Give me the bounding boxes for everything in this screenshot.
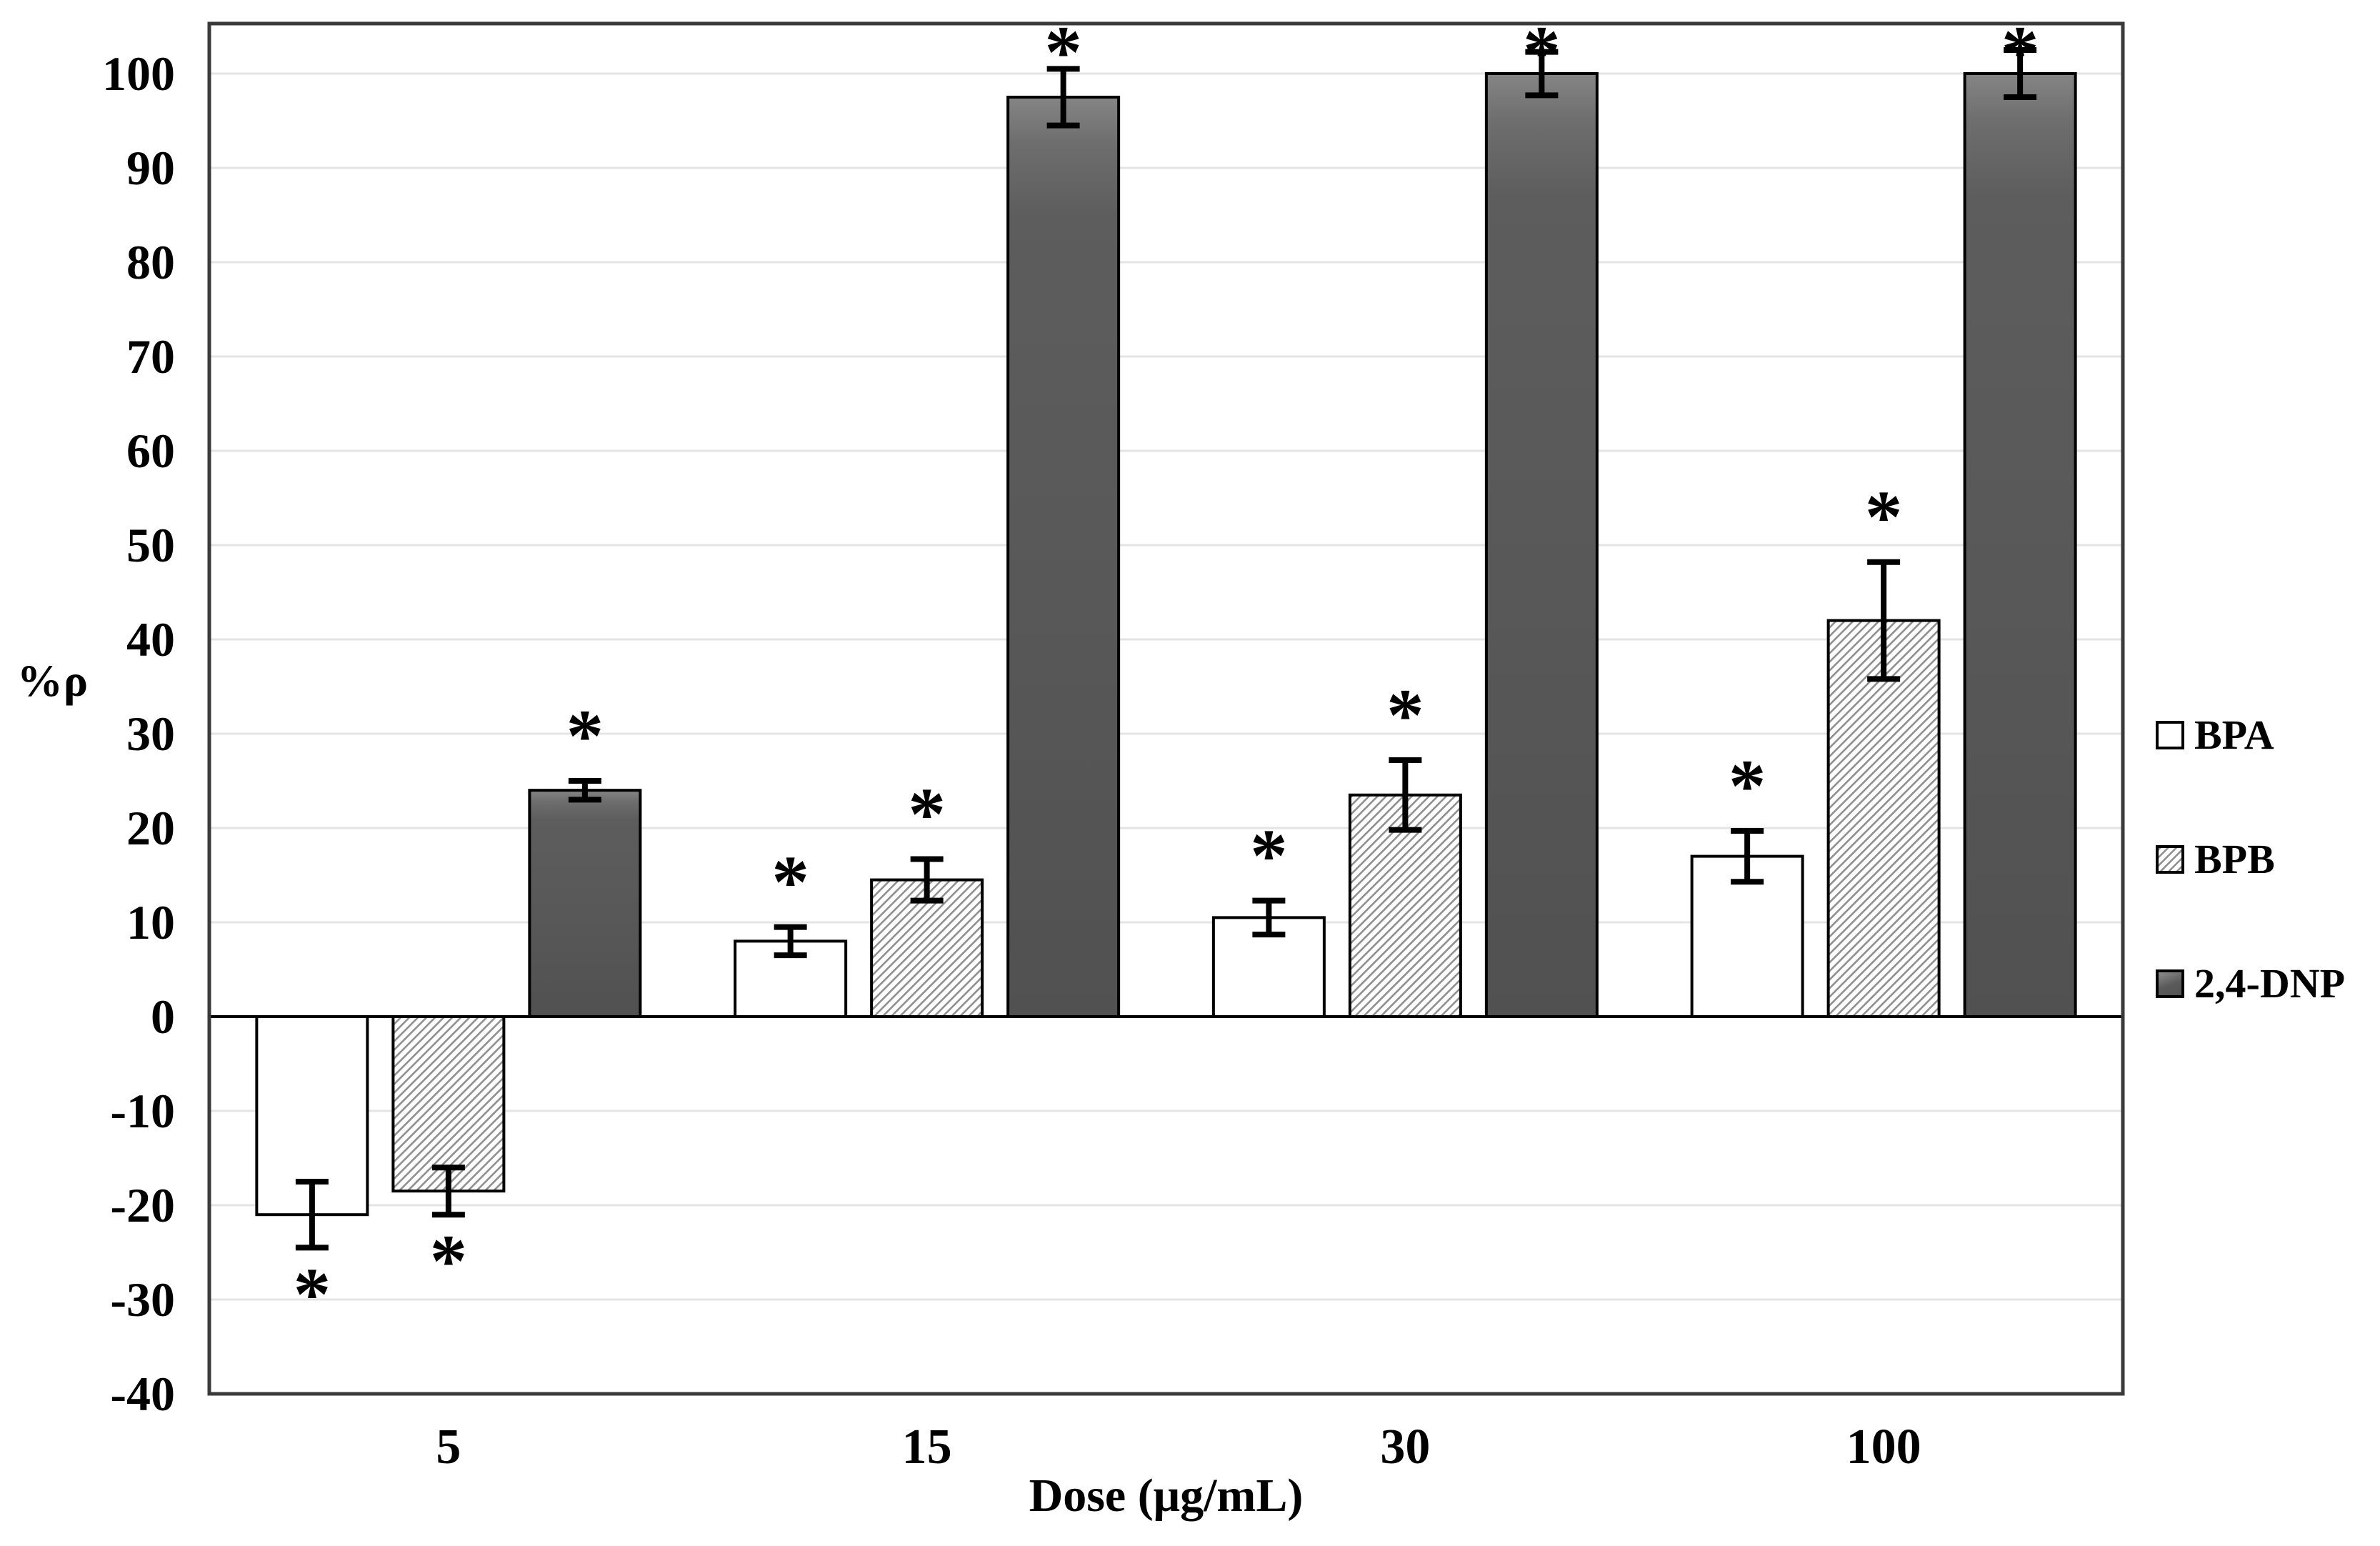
y-tick-label-50: 50 [126, 518, 175, 572]
significance-asterisk-24dnp-100: * [2001, 10, 2039, 94]
y-tick-label-70: 70 [126, 329, 175, 384]
significance-asterisk-bpa-30: * [1250, 814, 1288, 897]
bar-24dnp-15 [1006, 95, 1121, 1018]
legend-item-dnp: 2,4-DNP [2156, 963, 2345, 1004]
y-tick-label--40: -40 [110, 1367, 175, 1421]
y-tick-label--10: -10 [110, 1084, 175, 1138]
significance-asterisk-bpa-100: * [1729, 744, 1766, 827]
bar-24dnp-30 [1484, 71, 1599, 1018]
y-tick-label-10: 10 [126, 895, 175, 949]
x-tick-label-5: 5 [436, 1420, 461, 1475]
significance-asterisk-bpb-30: * [1386, 673, 1424, 757]
y-tick-label-30: 30 [126, 707, 175, 761]
significance-asterisk-bpb-5: * [430, 1219, 468, 1302]
y-tick-label-60: 60 [126, 424, 175, 478]
x-tick-label-15: 15 [902, 1420, 952, 1475]
legend: BPA BPB 2,4-DNP [2156, 714, 2345, 1004]
significance-asterisk-24dnp-30: * [1523, 10, 1561, 94]
y-tick-label-100: 100 [102, 46, 175, 101]
y-tick-label-0: 0 [151, 989, 175, 1044]
significance-asterisk-bpa-5: * [294, 1252, 331, 1335]
bpa-swatch-icon [2156, 721, 2184, 749]
y-tick-label--20: -20 [110, 1178, 175, 1232]
y-tick-label-90: 90 [126, 141, 175, 195]
significance-asterisk-bpa-15: * [771, 840, 809, 924]
significance-asterisk-bpb-100: * [1865, 475, 1903, 559]
bar-bpb-5 [391, 1014, 506, 1193]
x-tick-label-30: 30 [1380, 1420, 1430, 1475]
legend-label-bpa: BPA [2194, 712, 2274, 758]
bar-bpb-100 [1826, 619, 1941, 1018]
x-axis-title: Dose (μg/mL) [1029, 1470, 1304, 1522]
bpb-swatch-icon [2156, 845, 2184, 874]
dnp-swatch-icon [2156, 969, 2184, 998]
legend-item-bpa: BPA [2156, 714, 2345, 756]
y-axis-title: %ρ [16, 655, 89, 706]
plot-border [207, 21, 2125, 1396]
y-tick-label--30: -30 [110, 1272, 175, 1327]
significance-asterisk-24dnp-15: * [1044, 10, 1082, 94]
significance-asterisk-bpb-15: * [908, 772, 946, 856]
bar-24dnp-100 [1963, 71, 2077, 1018]
significance-asterisk-24dnp-5: * [566, 694, 604, 777]
y-tick-label-20: 20 [126, 801, 175, 855]
legend-label-bpb: BPB [2194, 836, 2275, 882]
y-tick-label-40: 40 [126, 612, 175, 667]
bar-24dnp-5 [528, 789, 642, 1018]
legend-item-bpb: BPB [2156, 839, 2345, 880]
x-tick-label-100: 100 [1846, 1420, 1921, 1475]
y-tick-label-80: 80 [126, 235, 175, 289]
legend-label-dnp: 2,4-DNP [2194, 960, 2346, 1007]
